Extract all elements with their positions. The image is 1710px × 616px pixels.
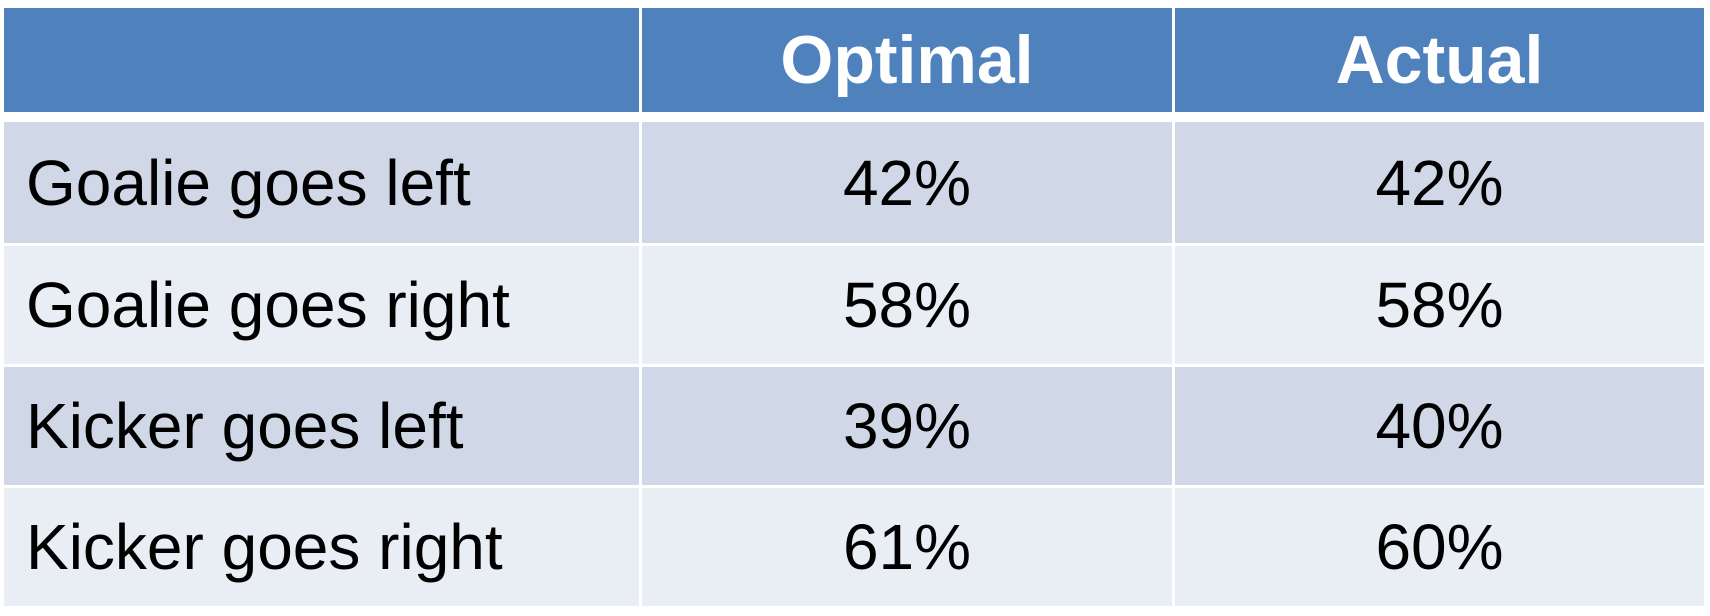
table-row: Kicker goes left 39% 40%	[4, 364, 1704, 485]
actual-value: 60%	[1172, 485, 1704, 606]
table-row: Goalie goes left 42% 42%	[4, 122, 1704, 243]
actual-value: 58%	[1172, 243, 1704, 364]
table-row: Kicker goes right 61% 60%	[4, 485, 1704, 606]
header-empty-cell	[4, 8, 639, 122]
optimal-value: 61%	[639, 485, 1172, 606]
table-header-row: Optimal Actual	[4, 8, 1704, 122]
table-row: Goalie goes right 58% 58%	[4, 243, 1704, 364]
optimal-value: 39%	[639, 364, 1172, 485]
header-actual: Actual	[1172, 8, 1704, 122]
strategy-table: Optimal Actual Goalie goes left 42% 42% …	[4, 8, 1704, 606]
optimal-value: 42%	[639, 122, 1172, 243]
row-label: Kicker goes right	[4, 485, 639, 606]
actual-value: 40%	[1172, 364, 1704, 485]
header-optimal: Optimal	[639, 8, 1172, 122]
row-label: Goalie goes left	[4, 122, 639, 243]
row-label: Goalie goes right	[4, 243, 639, 364]
strategy-table-container: Optimal Actual Goalie goes left 42% 42% …	[4, 8, 1704, 606]
row-label: Kicker goes left	[4, 364, 639, 485]
actual-value: 42%	[1172, 122, 1704, 243]
optimal-value: 58%	[639, 243, 1172, 364]
